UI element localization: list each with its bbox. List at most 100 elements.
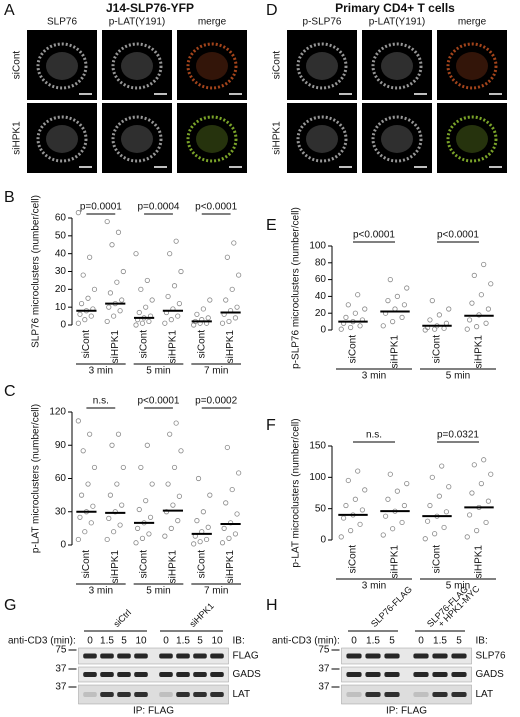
data-point <box>343 314 349 320</box>
blot-band <box>176 653 190 659</box>
data-point <box>401 502 408 509</box>
data-point <box>119 297 125 303</box>
x-tick-label: siCont <box>139 330 150 359</box>
data-point <box>380 532 386 538</box>
antibody-label: GADS <box>233 669 262 680</box>
ib-title: IB: <box>476 636 488 647</box>
data-point <box>143 498 149 504</box>
data-point <box>359 507 366 513</box>
data-point <box>173 238 179 244</box>
micrograph <box>177 103 247 173</box>
blot-strip <box>78 666 229 683</box>
y-axis-label: SLP76 microclusters (number/cell) <box>31 195 42 348</box>
data-point <box>436 312 442 318</box>
x-tick-label: siCont <box>348 335 359 364</box>
blot-band <box>83 672 97 677</box>
x-tick-label: siHPK1 <box>110 330 121 364</box>
data-point <box>178 268 184 275</box>
micrograph <box>437 30 507 100</box>
cell-inner <box>46 125 78 153</box>
data-point <box>483 320 489 326</box>
data-point <box>390 318 396 325</box>
micrograph <box>362 103 432 173</box>
data-point <box>115 431 122 437</box>
comparison-label: n.s. <box>93 396 109 407</box>
data-point <box>200 509 206 515</box>
cell-inner <box>121 52 153 80</box>
cell-inner <box>456 52 488 80</box>
data-point <box>117 522 123 528</box>
data-point <box>478 292 484 298</box>
group-label: 3 min <box>89 586 113 597</box>
data-point <box>432 326 438 332</box>
blot-band <box>159 692 173 697</box>
lane-label: 1.5 <box>100 636 114 647</box>
x-tick-label: siHPK1 <box>390 335 401 369</box>
cell-inner <box>306 125 338 153</box>
data-point <box>104 218 110 225</box>
blot-strip <box>341 666 472 683</box>
blot-band <box>117 672 131 677</box>
blot-band <box>432 692 448 697</box>
panel-title: Primary CD4+ T cells <box>335 1 455 15</box>
panel-label: H <box>266 597 278 614</box>
data-point <box>207 297 213 303</box>
blot-band <box>100 692 114 697</box>
data-point <box>200 306 206 312</box>
panel-label: G <box>4 597 16 614</box>
lane-label: 10 <box>211 636 223 647</box>
cell <box>111 42 163 90</box>
data-point <box>149 481 155 487</box>
data-point <box>466 317 473 323</box>
micrograph <box>287 30 357 100</box>
lane-label: 1.5 <box>366 636 380 647</box>
blot-band <box>384 672 400 677</box>
data-point <box>205 524 211 530</box>
panel-label: E <box>266 217 277 234</box>
micrograph <box>362 30 432 100</box>
lane-label: 5 <box>456 636 462 647</box>
y-tick-label: 60 <box>55 473 67 484</box>
data-point <box>191 541 197 547</box>
data-point <box>136 506 142 513</box>
data-point <box>87 254 93 260</box>
blot-band <box>176 692 190 697</box>
group-label: 7 min <box>204 586 228 597</box>
y-tick-label: 10 <box>55 302 67 313</box>
data-point <box>338 326 344 332</box>
comparison-label: p<0.0001 <box>138 396 180 407</box>
data-point <box>85 481 91 487</box>
data-point <box>120 268 126 275</box>
x-tick-label: siCont <box>81 550 92 579</box>
micrograph <box>27 103 97 173</box>
data-point <box>232 531 239 537</box>
blot-band <box>451 692 467 697</box>
blot-band <box>176 672 190 677</box>
blot-band <box>100 653 114 659</box>
data-point <box>469 490 475 496</box>
y-tick-label: 0 <box>60 320 66 331</box>
blot-band <box>451 672 467 677</box>
y-tick-label: 0 <box>60 540 66 551</box>
lane-label: 10 <box>135 636 147 647</box>
x-tick-label: siCont <box>432 545 443 574</box>
data-point <box>464 534 470 540</box>
group-label: 5 min <box>446 371 470 382</box>
ip-label: IP: FLAG <box>386 706 427 717</box>
cell <box>111 115 163 163</box>
blot-band <box>83 692 97 697</box>
y-tick-label: 20 <box>315 308 327 319</box>
comparison-label: p=0.0321 <box>437 430 479 441</box>
data-point <box>205 315 211 321</box>
y-tick-label: 100 <box>309 472 326 483</box>
data-point <box>485 498 492 504</box>
data-point <box>232 315 239 321</box>
data-point <box>117 308 123 314</box>
x-tick-label: siHPK1 <box>225 330 236 364</box>
mw-label: 37 <box>55 664 67 675</box>
ib-title: IB: <box>233 636 245 647</box>
blot-band <box>346 653 362 659</box>
cell-inner <box>46 52 78 80</box>
cell-inner <box>381 52 413 80</box>
